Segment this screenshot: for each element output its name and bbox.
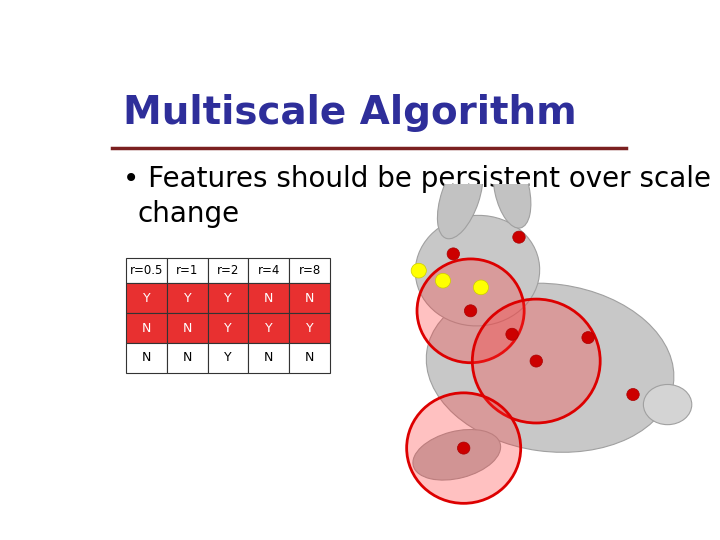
Text: Y: Y [225, 321, 232, 334]
Circle shape [447, 248, 459, 260]
Bar [248, 258, 289, 283]
Text: Y: Y [184, 292, 192, 305]
Text: N: N [264, 352, 274, 365]
Bar [126, 343, 167, 373]
Text: r=2: r=2 [217, 264, 239, 277]
Text: Multiscale Algorithm: Multiscale Algorithm [124, 94, 577, 132]
Bar [248, 343, 289, 373]
Text: N: N [183, 321, 192, 334]
Text: r=0.5: r=0.5 [130, 264, 163, 277]
Circle shape [472, 299, 600, 423]
Ellipse shape [426, 283, 674, 453]
Ellipse shape [415, 215, 540, 326]
Text: N: N [305, 352, 314, 365]
Text: N: N [142, 352, 151, 365]
Bar [289, 283, 330, 313]
Ellipse shape [493, 152, 531, 228]
Circle shape [464, 305, 477, 317]
Bar [126, 258, 167, 283]
Ellipse shape [413, 429, 500, 480]
Bar [208, 258, 248, 283]
Text: r=1: r=1 [176, 264, 199, 277]
Text: N: N [183, 352, 192, 365]
Circle shape [417, 259, 524, 363]
Circle shape [411, 264, 426, 278]
Bar [248, 283, 289, 313]
Bar [208, 343, 248, 373]
Ellipse shape [438, 155, 483, 239]
Ellipse shape [644, 384, 692, 424]
Circle shape [457, 442, 470, 454]
Bar [126, 283, 167, 313]
Text: change: change [138, 200, 240, 228]
Text: Y: Y [143, 292, 150, 305]
Text: • Features should be persistent over scale: • Features should be persistent over sca… [124, 165, 711, 193]
Text: Y: Y [225, 292, 232, 305]
Text: Y: Y [265, 321, 273, 334]
Text: Y: Y [306, 321, 313, 334]
Circle shape [582, 332, 594, 343]
Circle shape [530, 355, 542, 367]
Bar [289, 313, 330, 343]
Bar [167, 258, 208, 283]
Circle shape [627, 388, 639, 401]
Circle shape [407, 393, 521, 503]
Circle shape [513, 231, 525, 243]
Bar [289, 258, 330, 283]
Text: r=8: r=8 [299, 264, 320, 277]
Bar [167, 313, 208, 343]
Bar [208, 283, 248, 313]
Bar [167, 343, 208, 373]
Bar [126, 313, 167, 343]
Text: Y: Y [225, 352, 232, 365]
Bar [167, 283, 208, 313]
Circle shape [473, 280, 489, 295]
Bar [289, 343, 330, 373]
Text: r=4: r=4 [258, 264, 280, 277]
Bar [208, 313, 248, 343]
Circle shape [436, 273, 451, 288]
Circle shape [506, 328, 518, 340]
Bar [248, 313, 289, 343]
Text: N: N [305, 292, 314, 305]
Text: N: N [264, 292, 274, 305]
Text: N: N [142, 321, 151, 334]
